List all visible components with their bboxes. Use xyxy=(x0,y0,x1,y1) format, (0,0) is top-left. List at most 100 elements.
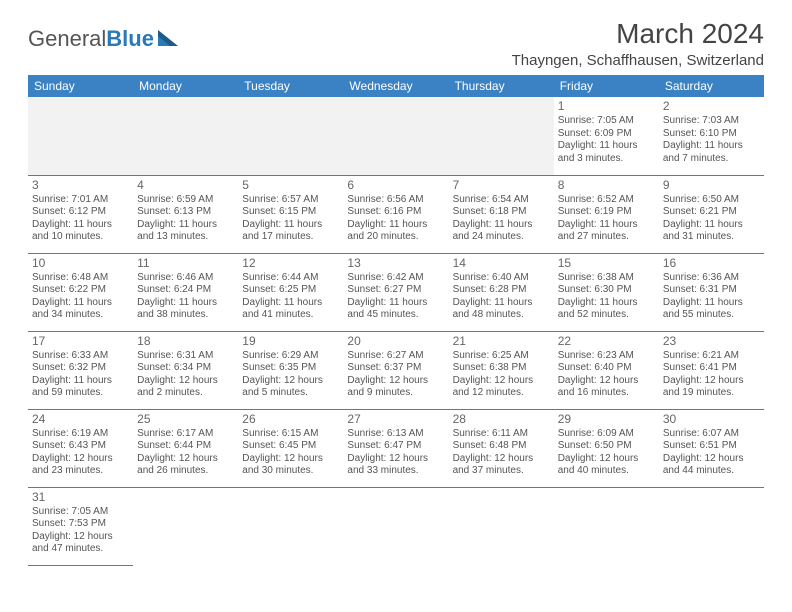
daylight-text: Daylight: 12 hours and 40 minutes. xyxy=(558,453,655,478)
sunrise-text: Sunrise: 6:25 AM xyxy=(453,350,550,363)
daylight-text: Daylight: 11 hours and 27 minutes. xyxy=(558,219,655,244)
sunset-text: Sunset: 6:48 PM xyxy=(453,440,550,453)
day-number: 7 xyxy=(453,178,550,193)
sunset-text: Sunset: 6:30 PM xyxy=(558,284,655,297)
calendar-day-cell: 24Sunrise: 6:19 AMSunset: 6:43 PMDayligh… xyxy=(28,409,133,487)
sunrise-text: Sunrise: 6:29 AM xyxy=(242,350,339,363)
calendar-week-row: 31Sunrise: 7:05 AMSunset: 7:53 PMDayligh… xyxy=(28,487,764,565)
day-number: 15 xyxy=(558,256,655,271)
daylight-text: Daylight: 11 hours and 24 minutes. xyxy=(453,219,550,244)
sunset-text: Sunset: 6:09 PM xyxy=(558,128,655,141)
daylight-text: Daylight: 12 hours and 12 minutes. xyxy=(453,375,550,400)
calendar-day-cell: 20Sunrise: 6:27 AMSunset: 6:37 PMDayligh… xyxy=(343,331,448,409)
sunset-text: Sunset: 6:50 PM xyxy=(558,440,655,453)
day-number: 21 xyxy=(453,334,550,349)
calendar-day-cell: 17Sunrise: 6:33 AMSunset: 6:32 PMDayligh… xyxy=(28,331,133,409)
day-number: 12 xyxy=(242,256,339,271)
day-number: 20 xyxy=(347,334,444,349)
sunrise-text: Sunrise: 6:15 AM xyxy=(242,428,339,441)
day-number: 11 xyxy=(137,256,234,271)
daylight-text: Daylight: 11 hours and 48 minutes. xyxy=(453,297,550,322)
sunset-text: Sunset: 6:10 PM xyxy=(663,128,760,141)
calendar-day-cell xyxy=(449,487,554,565)
calendar-day-cell: 3Sunrise: 7:01 AMSunset: 6:12 PMDaylight… xyxy=(28,175,133,253)
sunrise-text: Sunrise: 7:05 AM xyxy=(32,506,129,519)
daylight-text: Daylight: 12 hours and 30 minutes. xyxy=(242,453,339,478)
page-title: March 2024 xyxy=(512,18,764,50)
calendar-day-cell: 23Sunrise: 6:21 AMSunset: 6:41 PMDayligh… xyxy=(659,331,764,409)
sunrise-text: Sunrise: 7:03 AM xyxy=(663,115,760,128)
sunrise-text: Sunrise: 6:59 AM xyxy=(137,194,234,207)
calendar-day-cell xyxy=(238,97,343,175)
sunrise-text: Sunrise: 6:44 AM xyxy=(242,272,339,285)
daylight-text: Daylight: 11 hours and 38 minutes. xyxy=(137,297,234,322)
daylight-text: Daylight: 11 hours and 20 minutes. xyxy=(347,219,444,244)
daylight-text: Daylight: 12 hours and 23 minutes. xyxy=(32,453,129,478)
day-number: 17 xyxy=(32,334,129,349)
calendar-day-cell: 11Sunrise: 6:46 AMSunset: 6:24 PMDayligh… xyxy=(133,253,238,331)
sunrise-text: Sunrise: 6:07 AM xyxy=(663,428,760,441)
calendar-day-cell: 8Sunrise: 6:52 AMSunset: 6:19 PMDaylight… xyxy=(554,175,659,253)
calendar-day-cell: 30Sunrise: 6:07 AMSunset: 6:51 PMDayligh… xyxy=(659,409,764,487)
sunset-text: Sunset: 7:53 PM xyxy=(32,518,129,531)
sunrise-text: Sunrise: 7:01 AM xyxy=(32,194,129,207)
sunrise-text: Sunrise: 6:11 AM xyxy=(453,428,550,441)
calendar-day-cell: 4Sunrise: 6:59 AMSunset: 6:13 PMDaylight… xyxy=(133,175,238,253)
daylight-text: Daylight: 12 hours and 5 minutes. xyxy=(242,375,339,400)
calendar-week-row: 17Sunrise: 6:33 AMSunset: 6:32 PMDayligh… xyxy=(28,331,764,409)
calendar-day-cell xyxy=(28,97,133,175)
sunset-text: Sunset: 6:13 PM xyxy=(137,206,234,219)
sunset-text: Sunset: 6:38 PM xyxy=(453,362,550,375)
sunrise-text: Sunrise: 6:57 AM xyxy=(242,194,339,207)
weekday-header: Sunday xyxy=(28,75,133,97)
weekday-header-row: SundayMondayTuesdayWednesdayThursdayFrid… xyxy=(28,75,764,97)
sunset-text: Sunset: 6:15 PM xyxy=(242,206,339,219)
sunset-text: Sunset: 6:44 PM xyxy=(137,440,234,453)
calendar-day-cell: 22Sunrise: 6:23 AMSunset: 6:40 PMDayligh… xyxy=(554,331,659,409)
sunrise-text: Sunrise: 6:21 AM xyxy=(663,350,760,363)
calendar-day-cell: 26Sunrise: 6:15 AMSunset: 6:45 PMDayligh… xyxy=(238,409,343,487)
daylight-text: Daylight: 11 hours and 3 minutes. xyxy=(558,140,655,165)
calendar-day-cell: 13Sunrise: 6:42 AMSunset: 6:27 PMDayligh… xyxy=(343,253,448,331)
calendar-day-cell xyxy=(554,487,659,565)
calendar-day-cell: 27Sunrise: 6:13 AMSunset: 6:47 PMDayligh… xyxy=(343,409,448,487)
day-number: 8 xyxy=(558,178,655,193)
calendar-day-cell: 15Sunrise: 6:38 AMSunset: 6:30 PMDayligh… xyxy=(554,253,659,331)
sunrise-text: Sunrise: 6:54 AM xyxy=(453,194,550,207)
header: GeneralBlue March 2024 Thayngen, Schaffh… xyxy=(28,18,764,69)
sunrise-text: Sunrise: 6:56 AM xyxy=(347,194,444,207)
sunrise-text: Sunrise: 6:48 AM xyxy=(32,272,129,285)
daylight-text: Daylight: 11 hours and 59 minutes. xyxy=(32,375,129,400)
calendar-day-cell xyxy=(133,487,238,565)
sunrise-text: Sunrise: 6:23 AM xyxy=(558,350,655,363)
location: Thayngen, Schaffhausen, Switzerland xyxy=(512,52,764,69)
daylight-text: Daylight: 12 hours and 9 minutes. xyxy=(347,375,444,400)
daylight-text: Daylight: 11 hours and 31 minutes. xyxy=(663,219,760,244)
calendar-day-cell: 31Sunrise: 7:05 AMSunset: 7:53 PMDayligh… xyxy=(28,487,133,565)
calendar-day-cell: 29Sunrise: 6:09 AMSunset: 6:50 PMDayligh… xyxy=(554,409,659,487)
calendar-table: SundayMondayTuesdayWednesdayThursdayFrid… xyxy=(28,75,764,566)
calendar-day-cell: 2Sunrise: 7:03 AMSunset: 6:10 PMDaylight… xyxy=(659,97,764,175)
calendar-day-cell: 14Sunrise: 6:40 AMSunset: 6:28 PMDayligh… xyxy=(449,253,554,331)
day-number: 3 xyxy=(32,178,129,193)
calendar-day-cell xyxy=(343,487,448,565)
day-number: 2 xyxy=(663,99,760,114)
calendar-day-cell: 5Sunrise: 6:57 AMSunset: 6:15 PMDaylight… xyxy=(238,175,343,253)
sunset-text: Sunset: 6:18 PM xyxy=(453,206,550,219)
calendar-day-cell: 6Sunrise: 6:56 AMSunset: 6:16 PMDaylight… xyxy=(343,175,448,253)
day-number: 19 xyxy=(242,334,339,349)
title-block: March 2024 Thayngen, Schaffhausen, Switz… xyxy=(512,18,764,69)
sunset-text: Sunset: 6:47 PM xyxy=(347,440,444,453)
day-number: 24 xyxy=(32,412,129,427)
daylight-text: Daylight: 12 hours and 26 minutes. xyxy=(137,453,234,478)
weekday-header: Tuesday xyxy=(238,75,343,97)
daylight-text: Daylight: 12 hours and 37 minutes. xyxy=(453,453,550,478)
day-number: 10 xyxy=(32,256,129,271)
day-number: 1 xyxy=(558,99,655,114)
logo-text2: Blue xyxy=(106,26,154,52)
calendar-week-row: 1Sunrise: 7:05 AMSunset: 6:09 PMDaylight… xyxy=(28,97,764,175)
sunset-text: Sunset: 6:19 PM xyxy=(558,206,655,219)
day-number: 31 xyxy=(32,490,129,505)
day-number: 13 xyxy=(347,256,444,271)
sunset-text: Sunset: 6:37 PM xyxy=(347,362,444,375)
